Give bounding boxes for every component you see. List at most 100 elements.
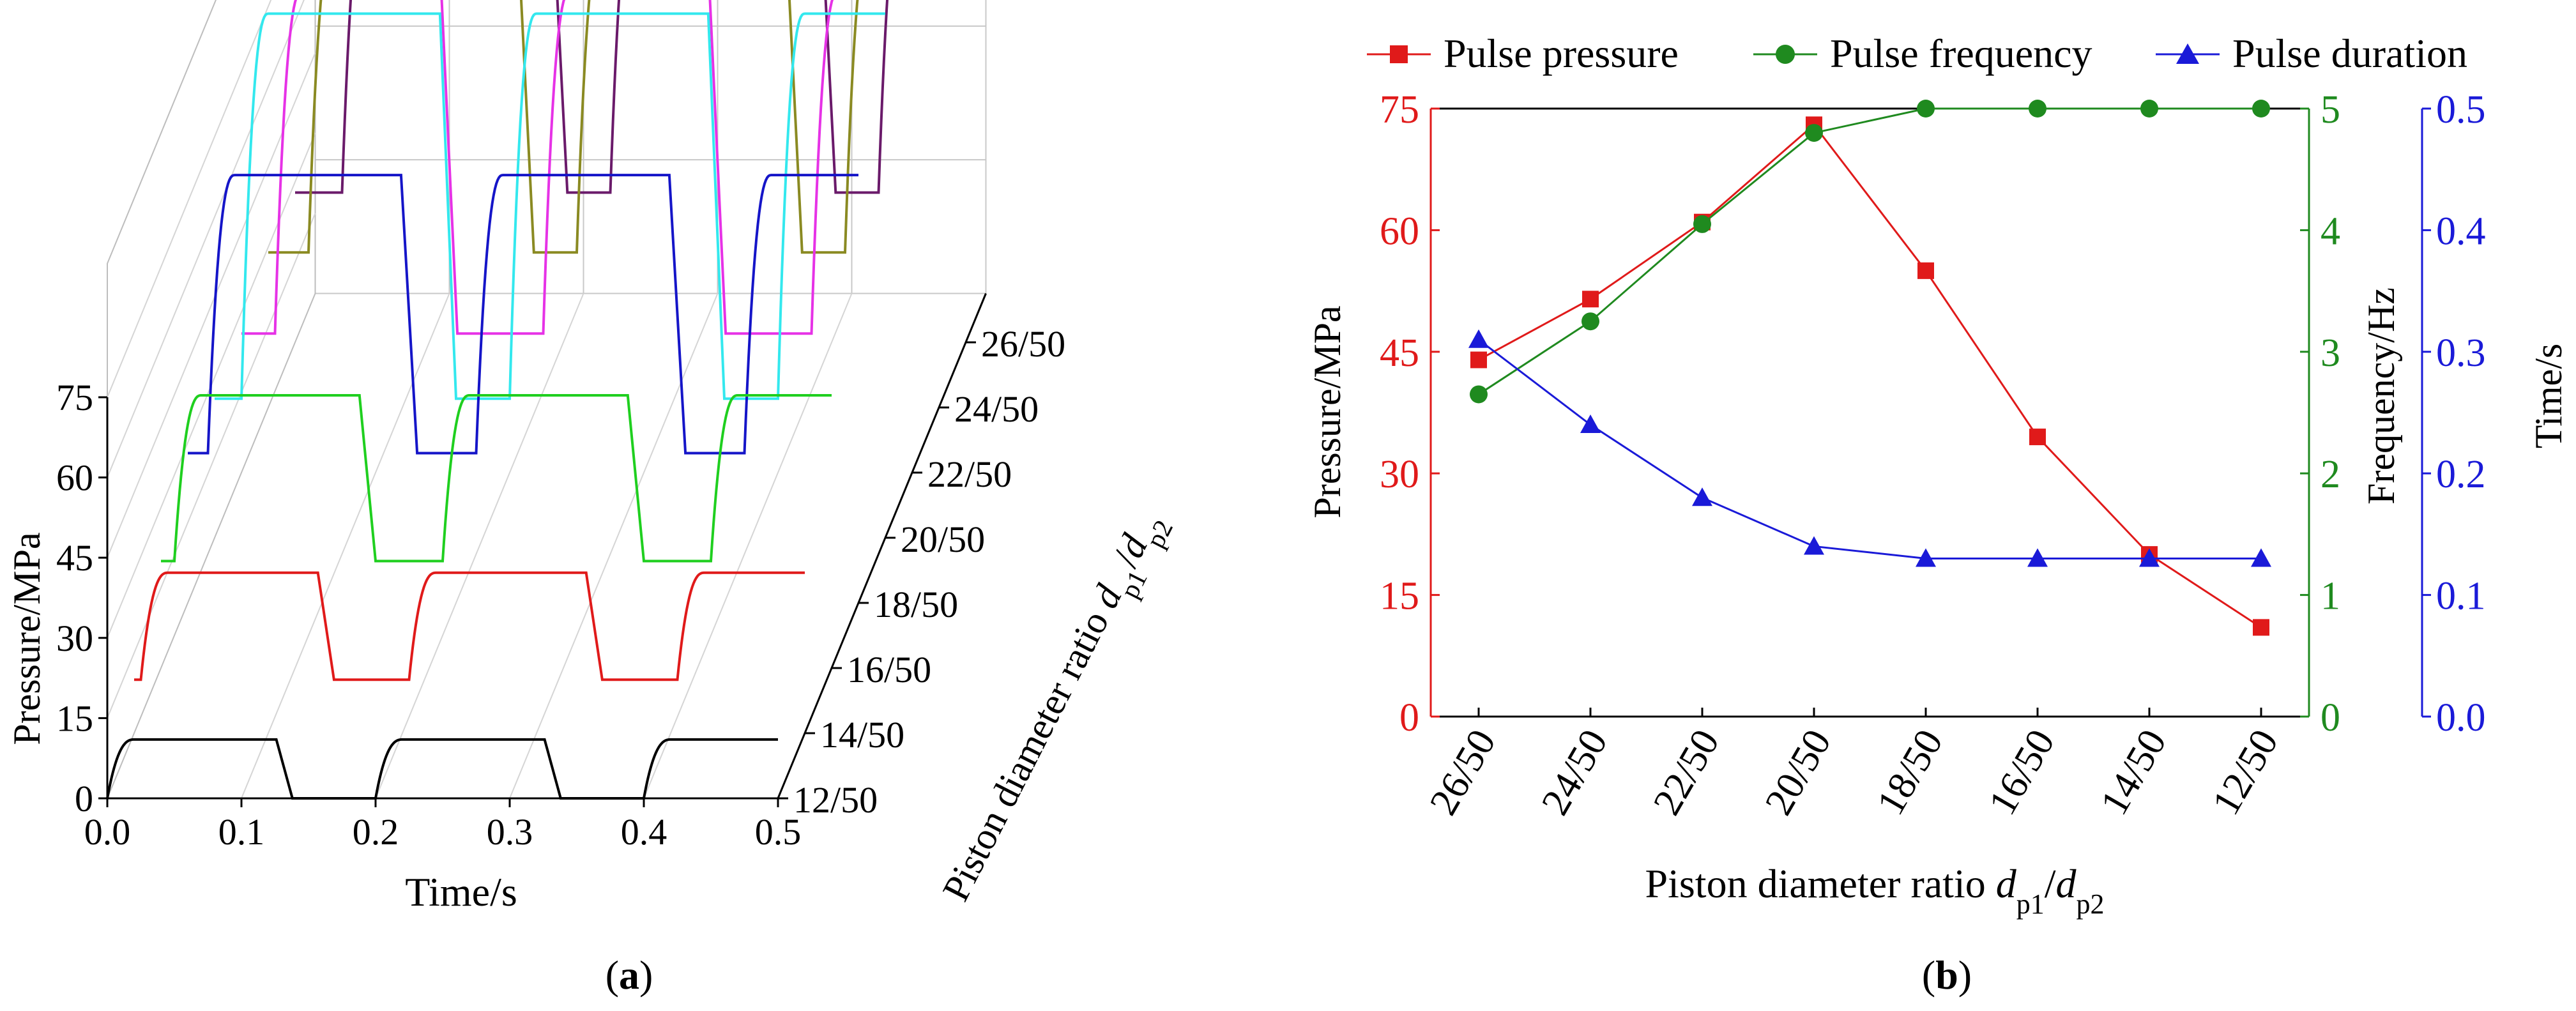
panel-b-caption: (b): [1922, 952, 1972, 998]
marker-pulse-duration: [1916, 548, 1936, 567]
series-line-pulse-frequency: [1478, 107, 2261, 395]
x-tick-label: 16/50: [1981, 722, 2064, 822]
x-tick-label: 18/50: [1869, 722, 1952, 822]
marker-pulse-frequency: [2029, 100, 2046, 118]
left-tick-label: 0: [1399, 696, 1419, 740]
marker-pulse-duration: [1804, 536, 1824, 555]
right1-tick-label: 4: [2321, 209, 2340, 253]
waveform-16-50: [161, 394, 832, 563]
marker-pulse-frequency: [1693, 215, 1711, 233]
depth-tick-label: 12/50: [793, 779, 878, 821]
marker-pulse-duration: [2139, 548, 2160, 567]
side-wall-grid: [107, 52, 316, 558]
svg-text:Pulse duration: Pulse duration: [2232, 31, 2467, 76]
legend-item-pulse-duration: Pulse duration: [2156, 31, 2467, 76]
right2-tick-label: 0.1: [2436, 575, 2486, 618]
marker-pulse-frequency: [1581, 312, 1599, 331]
legend-item-pulse-frequency: Pulse frequency: [1753, 31, 2092, 76]
panel-a-y-axis-title: Pressure/MPa: [6, 532, 48, 745]
panel-b-chart: Pulse pressure Pulse frequency Pulse dur…: [1306, 31, 2570, 998]
depth-tick-label: 14/50: [820, 714, 904, 756]
legend: Pulse pressure Pulse frequency Pulse dur…: [1367, 31, 2467, 76]
marker-pulse-frequency: [1470, 385, 1488, 404]
series-line-pulse-duration: [1478, 338, 2261, 559]
marker-pulse-pressure: [2029, 429, 2046, 446]
right2-tick-label: 0.2: [2436, 453, 2486, 496]
depth-tick-label: 22/50: [927, 453, 1012, 495]
left-tick-label: 45: [1380, 331, 1419, 375]
marker-pulse-duration: [1580, 414, 1601, 434]
marker-pulse-pressure: [1582, 291, 1599, 308]
right1-axis-title: Frequency/Hz: [2360, 287, 2402, 505]
left-tick-label: 15: [1380, 575, 1419, 618]
right2-tick-label: 0.4: [2436, 209, 2486, 253]
side-wall-grid: [107, 213, 316, 718]
floor-grid: [241, 293, 450, 799]
waveform-26-50: [295, 0, 889, 194]
legend-item-pulse-pressure: Pulse pressure: [1367, 31, 1679, 76]
waveform-14-50: [134, 571, 805, 681]
panel-b-axes: 015304560750123450.00.10.20.30.40.526/50…: [1380, 88, 2486, 822]
x-tick-label: 26/50: [1422, 722, 1505, 822]
left-tick-label: 30: [1380, 453, 1419, 496]
floor-grid: [643, 293, 853, 799]
floor-grid: [375, 293, 584, 799]
waveform-12-50: [106, 738, 778, 800]
depth-tick-label: 26/50: [981, 323, 1065, 365]
x-tick-label: 24/50: [1534, 722, 1617, 822]
side-wall-grid: [107, 0, 272, 398]
x-tick-label: 0.2: [353, 811, 399, 853]
marker-pulse-duration: [1692, 487, 1712, 506]
svg-text:Pulse pressure: Pulse pressure: [1444, 31, 1679, 76]
x-tick-label: 0.1: [218, 811, 265, 853]
marker-pulse-pressure: [1470, 351, 1487, 369]
marker-pulse-pressure: [2253, 619, 2269, 636]
floor-grid: [509, 293, 719, 799]
y-tick-label: 0: [75, 778, 93, 819]
right2-tick-label: 0.3: [2436, 331, 2486, 375]
marker-pulse-pressure: [1917, 262, 1934, 279]
marker-pulse-duration: [1468, 329, 1489, 348]
panel-a-3d-chart: 0 15 30 45 60 75 0.0 0.1 0.2 0.3 0.4 0.512/50 14/50 1…: [6, 0, 1179, 998]
depth-axis-line: [777, 293, 987, 799]
right1-tick-label: 5: [2321, 88, 2340, 132]
x-tick-label: 12/50: [2204, 722, 2287, 822]
panel-b-x-axis-title: Piston diameter ratio dp1/dp2: [1645, 861, 2105, 920]
x-tick-label: 0.0: [84, 811, 131, 853]
panel-a-x-axis-title: Time/s: [405, 869, 517, 915]
y-tick-label: 15: [56, 697, 93, 739]
panel-a-series: [106, 0, 889, 800]
x-tick-label: 0.5: [755, 811, 802, 853]
depth-tick-label: 18/50: [874, 584, 958, 625]
marker-pulse-frequency: [2140, 100, 2158, 118]
y-tick-label: 60: [56, 457, 93, 499]
marker-pulse-frequency: [2252, 100, 2270, 118]
right2-tick-label: 0.0: [2436, 696, 2486, 740]
marker-pulse-frequency: [1917, 100, 1935, 118]
x-tick-label: 22/50: [1645, 722, 1728, 822]
right2-axis-title: Time/s: [2527, 344, 2570, 449]
right1-tick-label: 3: [2321, 331, 2340, 375]
depth-tick-label: 24/50: [954, 388, 1039, 430]
left-axis-title: Pressure/MPa: [1306, 305, 1348, 518]
waveform-20-50: [215, 12, 885, 400]
waveform-22-50: [241, 0, 834, 335]
right1-tick-label: 1: [2321, 575, 2340, 618]
waveform-18-50: [188, 174, 858, 455]
marker-pulse-frequency: [1805, 124, 1823, 142]
panel-b-series: [1468, 100, 2271, 636]
waveform-24-50: [268, 0, 859, 254]
left-tick-label: 75: [1380, 88, 1419, 132]
y-tick-label: 30: [56, 618, 93, 659]
x-tick-label: 0.3: [487, 811, 533, 853]
x-tick-label: 20/50: [1757, 722, 1840, 822]
panel-a-depth-axis-title: Piston diameter ratio dp1/dp2: [934, 504, 1179, 913]
right1-tick-label: 2: [2321, 453, 2340, 496]
panel-a-axes: 0 15 30 45 60 75 0.0 0.1 0.2 0.3 0.4 0.512/50 14/50 1…: [56, 293, 1065, 853]
series-line-pulse-pressure: [1478, 123, 2262, 628]
y-tick-label: 75: [56, 377, 93, 418]
left-tick-label: 60: [1380, 209, 1419, 253]
depth-tick-label: 16/50: [847, 649, 931, 690]
marker-pulse-duration: [2027, 548, 2048, 567]
